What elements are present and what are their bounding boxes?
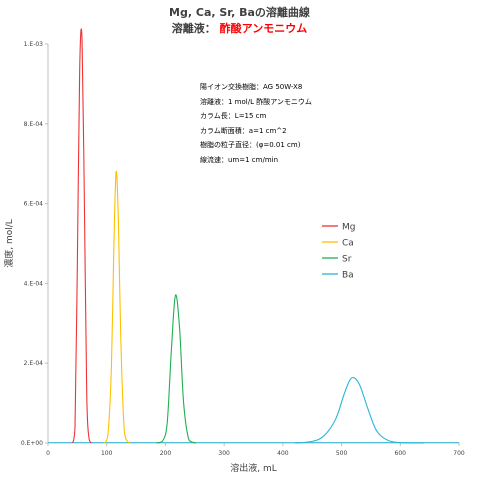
- x-tick-label: 600: [395, 450, 407, 457]
- subtitle-prefix: 溶離液：: [171, 22, 216, 35]
- y-tick-label: 0.E+00: [21, 440, 43, 447]
- y-axis-title: 濃度, mol/L: [3, 219, 15, 268]
- x-tick-label: 200: [160, 450, 172, 457]
- legend-label-sr: Sr: [342, 255, 352, 265]
- y-tick-label: 8.E-04: [24, 121, 43, 128]
- series-line-ca: [103, 170, 130, 444]
- legend-label-ca: Ca: [342, 239, 354, 249]
- x-tick-label: 700: [453, 450, 465, 457]
- series-line-mg: [72, 28, 92, 444]
- annotation-line: カラム断面積：a=1 cm^2: [200, 126, 287, 135]
- x-axis-title: 溶出液, mL: [230, 462, 277, 474]
- y-tick-label: 2.E-04: [24, 360, 43, 367]
- x-tick-label: 0: [46, 450, 50, 457]
- y-tick-label: 6.E-04: [24, 201, 43, 208]
- chart-title: Mg, Ca, Sr, Baの溶離曲線: [169, 6, 310, 19]
- x-tick-label: 400: [277, 450, 289, 457]
- x-tick-label: 300: [218, 450, 230, 457]
- subtitle-accent: 酢酸アンモニウム: [219, 22, 308, 35]
- annotation-line: 樹脂の粒子直径：(φ=0.01 cm): [200, 141, 301, 149]
- y-tick-label: 4.E-04: [24, 280, 43, 287]
- y-tick-label: 1.E-03: [24, 41, 43, 48]
- x-tick-label: 500: [336, 450, 348, 457]
- x-tick-label: 100: [101, 450, 113, 457]
- series-line-ba: [294, 376, 424, 444]
- annotation-line: 陽イオン交換樹脂：AG 50W-X8: [200, 83, 303, 91]
- series-line-sr: [156, 294, 197, 444]
- chart-subtitle: 溶離液： 酢酸アンモニウム: [0, 20, 479, 36]
- annotation-line: 線流速：um=1 cm/min: [200, 155, 279, 164]
- annotation-line: 溶離液：1 mol/L 酢酸アンモニウム: [200, 97, 312, 106]
- legend-label-mg: Mg: [342, 223, 355, 233]
- annotation-box: 陽イオン交換樹脂：AG 50W-X8 溶離液：1 mol/L 酢酸アンモニウム …: [194, 80, 344, 167]
- legend-label-ba: Ba: [342, 271, 354, 281]
- annotation-line: カラム長：L=15 cm: [200, 112, 267, 120]
